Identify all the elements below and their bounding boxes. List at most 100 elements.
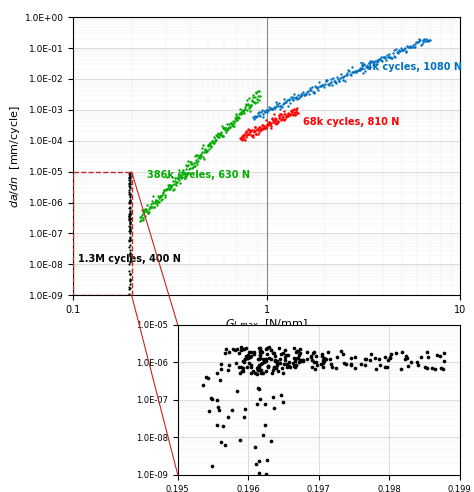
Point <box>284 112 292 120</box>
Point <box>372 365 380 373</box>
Point <box>242 352 249 360</box>
Point <box>413 38 421 46</box>
Point <box>203 147 211 154</box>
Point <box>172 178 179 185</box>
Point <box>283 360 291 368</box>
Point <box>224 123 232 131</box>
Point <box>354 67 361 75</box>
Point <box>215 130 222 138</box>
Point <box>157 192 165 200</box>
Point <box>258 348 265 356</box>
Point <box>277 102 285 110</box>
Point <box>262 124 269 132</box>
Point <box>229 345 237 353</box>
Point <box>293 347 301 355</box>
Point <box>276 355 284 363</box>
Point <box>149 192 156 200</box>
Point <box>279 100 287 108</box>
Point <box>126 178 134 186</box>
Point <box>173 178 181 186</box>
Point <box>191 152 198 160</box>
Point <box>215 406 222 414</box>
Point <box>254 370 261 378</box>
Point <box>291 358 299 366</box>
Point <box>347 71 355 79</box>
Point <box>254 363 262 371</box>
Point <box>255 125 262 133</box>
Point <box>126 174 134 182</box>
Point <box>126 218 134 226</box>
Point <box>327 361 335 369</box>
Point <box>217 438 225 446</box>
Point <box>246 127 254 135</box>
Point <box>180 173 188 181</box>
Point <box>316 83 324 91</box>
Point <box>232 110 239 118</box>
Point <box>362 355 369 363</box>
Point <box>284 351 292 359</box>
Point <box>269 393 276 401</box>
Point <box>410 43 418 51</box>
Point <box>269 114 276 122</box>
Point <box>343 71 350 79</box>
Point <box>351 353 359 361</box>
Point <box>270 404 278 412</box>
Point <box>320 83 328 91</box>
Point <box>126 215 133 223</box>
Point <box>160 186 167 194</box>
Point <box>126 260 133 268</box>
Point <box>271 352 279 360</box>
Point <box>250 98 258 106</box>
Point <box>273 358 281 366</box>
Point <box>191 162 199 170</box>
Point <box>126 270 134 278</box>
Point <box>277 116 284 123</box>
Point <box>237 346 245 354</box>
Point <box>351 364 358 372</box>
Point <box>145 209 152 216</box>
Point <box>323 76 331 84</box>
Point <box>405 43 413 51</box>
Point <box>262 117 270 124</box>
Point <box>276 111 284 119</box>
Point <box>138 211 146 218</box>
Point <box>218 360 225 368</box>
Point <box>320 355 328 363</box>
Point <box>285 362 292 370</box>
Point <box>354 66 362 74</box>
Point <box>281 356 289 364</box>
Point <box>215 133 223 141</box>
Point <box>424 348 431 356</box>
Point <box>376 55 383 63</box>
Point <box>254 125 261 133</box>
Point <box>253 364 260 372</box>
Point <box>356 64 364 72</box>
Point <box>361 362 368 369</box>
Point <box>310 89 318 97</box>
Point <box>414 361 422 369</box>
Point <box>380 53 388 61</box>
Point <box>237 108 245 116</box>
Point <box>126 172 134 180</box>
Point <box>291 93 299 101</box>
Point <box>184 161 192 169</box>
Point <box>301 91 309 99</box>
Point <box>324 80 332 88</box>
Point <box>126 226 134 234</box>
Point <box>152 196 160 204</box>
Point <box>137 214 144 221</box>
Point <box>348 63 356 71</box>
Point <box>347 360 355 368</box>
Point <box>205 146 212 154</box>
Point <box>253 90 260 97</box>
Point <box>173 179 180 187</box>
Point <box>411 40 419 48</box>
Point <box>408 358 415 366</box>
Point <box>379 53 387 61</box>
Point <box>270 349 278 357</box>
Point <box>232 112 240 120</box>
Point <box>126 227 133 235</box>
Point <box>210 139 218 147</box>
Point <box>126 290 133 298</box>
Point <box>368 57 375 65</box>
